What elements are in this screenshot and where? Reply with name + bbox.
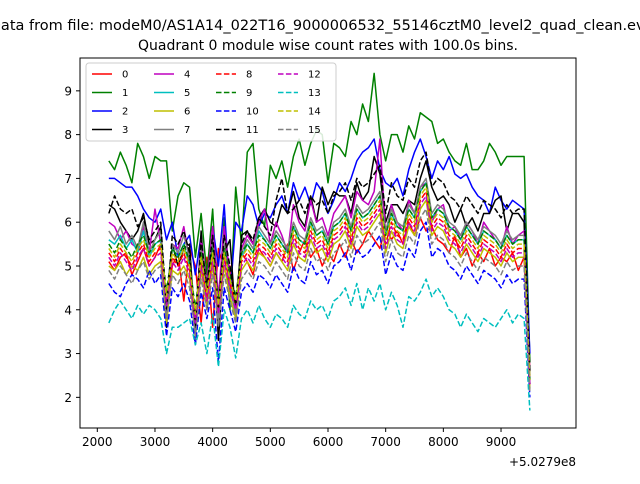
y-tick-label: 7	[64, 172, 72, 186]
y-tick-label: 6	[64, 216, 72, 230]
series-line-12	[108, 195, 531, 385]
x-tick-label: 9000	[486, 435, 517, 449]
legend-label: 3	[122, 125, 128, 136]
legend-label: 1	[122, 88, 128, 99]
x-tick-label: 3000	[140, 435, 171, 449]
series-line-15	[108, 208, 531, 394]
legend-label: 0	[122, 70, 128, 81]
series-line-7	[108, 177, 531, 380]
legend-label: 13	[308, 88, 321, 99]
x-tick-label: 8000	[428, 435, 459, 449]
figure-suptitle: Data from file: modeM0/AS1A14_022T16_900…	[0, 18, 640, 34]
series-line-13	[108, 278, 531, 411]
y-tick-label: 5	[64, 259, 72, 273]
x-tick-label: 4000	[197, 435, 228, 449]
series-line-11	[108, 151, 531, 372]
legend-label: 9	[246, 88, 252, 99]
legend-label: 11	[246, 125, 259, 136]
legend-label: 14	[308, 107, 321, 118]
axes-layer: 2000 3000 4000 5000 6000 7000 8000 9000 2 3 4 5 6 7 8 9	[64, 84, 516, 449]
x-tick-label: 2000	[82, 435, 113, 449]
legend-label: 4	[184, 70, 190, 81]
x-tick-label: 6000	[313, 435, 344, 449]
x-tick-label: 7000	[370, 435, 401, 449]
y-tick-label: 8	[64, 128, 72, 142]
series-line-9	[108, 182, 531, 380]
legend-label: 12	[308, 70, 321, 81]
legend-label: 8	[246, 70, 252, 81]
legend-label: 5	[184, 88, 190, 99]
chart-title: Quadrant 0 module wise count rates with …	[138, 38, 518, 54]
y-tick-label: 3	[64, 347, 72, 361]
series-line-8	[108, 190, 531, 385]
legend-label: 7	[184, 125, 190, 136]
plot-frame	[79, 57, 577, 429]
series-line-6	[108, 199, 531, 389]
series-line-10	[108, 221, 531, 398]
series-layer	[108, 72, 531, 411]
legend-label: 10	[246, 107, 259, 118]
legend-box	[85, 62, 337, 142]
y-tick-label: 4	[64, 303, 72, 317]
legend-label: 6	[184, 107, 190, 118]
x-tick-label: 5000	[255, 435, 286, 449]
legend-label: 2	[122, 107, 128, 118]
y-tick-label: 2	[64, 391, 72, 405]
x-offset-label: +5.0279e8	[509, 455, 576, 469]
series-line-14	[108, 186, 531, 380]
legend-label: 15	[308, 125, 321, 136]
y-tick-label: 9	[64, 84, 72, 98]
